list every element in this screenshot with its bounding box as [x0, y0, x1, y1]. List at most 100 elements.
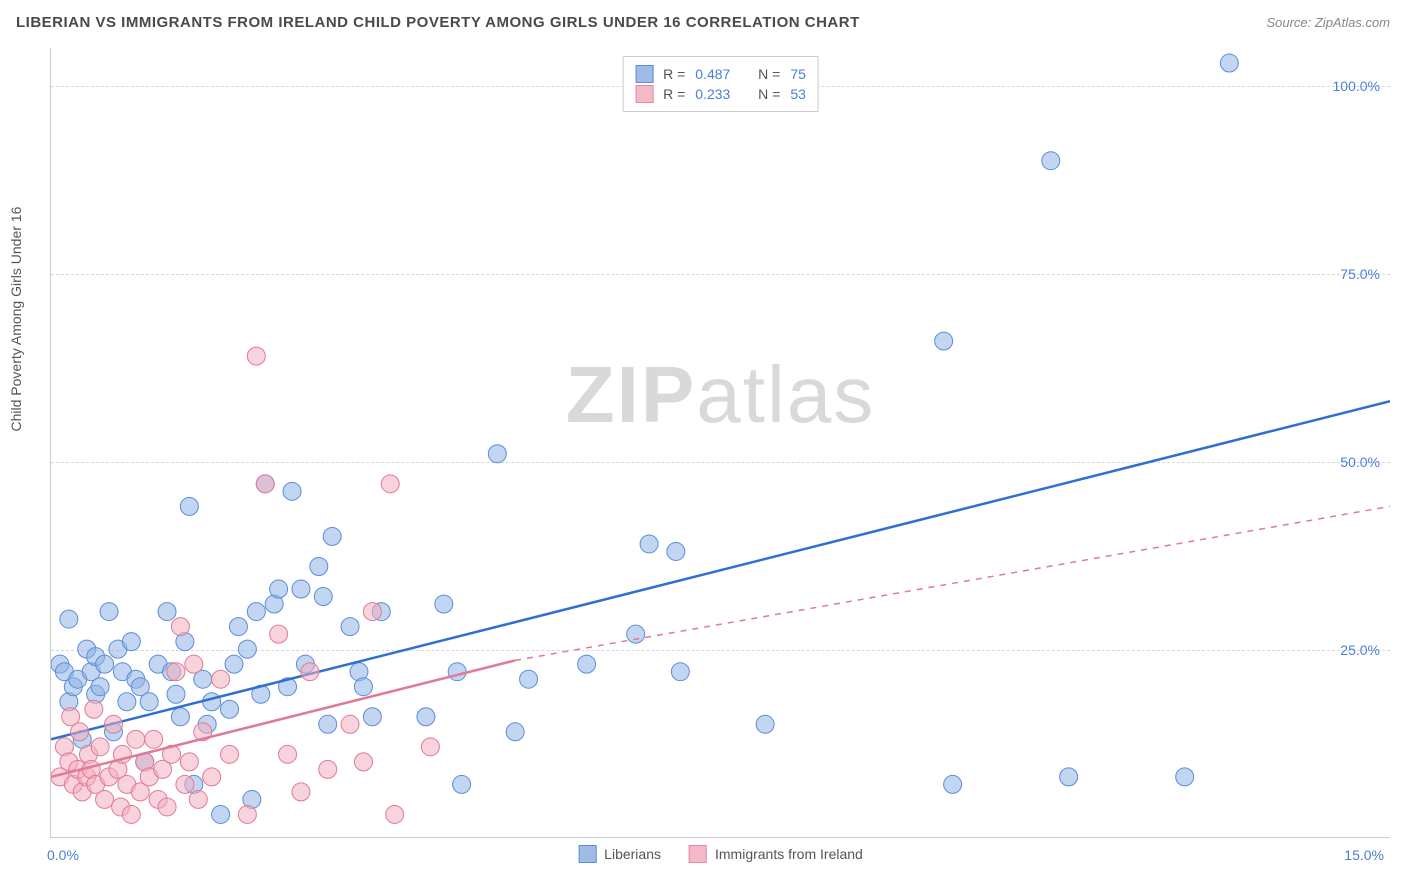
data-point	[238, 805, 256, 823]
data-point	[180, 497, 198, 515]
data-point	[96, 655, 114, 673]
data-point	[341, 715, 359, 733]
data-point	[104, 715, 122, 733]
trend-line	[51, 401, 1390, 739]
data-point	[323, 527, 341, 545]
correlation-stats-box: R = 0.487 N = 75 R = 0.233 N = 53	[622, 56, 819, 112]
data-point	[212, 805, 230, 823]
data-point	[341, 618, 359, 636]
data-point	[506, 723, 524, 741]
data-point	[203, 768, 221, 786]
data-point	[1042, 152, 1060, 170]
data-point	[671, 663, 689, 681]
data-point	[319, 715, 337, 733]
data-point	[100, 603, 118, 621]
source-attribution: Source: ZipAtlas.com	[1266, 15, 1390, 30]
data-point	[1220, 54, 1238, 72]
stats-row-ireland: R = 0.233 N = 53	[635, 85, 806, 103]
data-point	[448, 663, 466, 681]
data-point	[279, 745, 297, 763]
data-point	[203, 693, 221, 711]
n-value-liberians: 75	[790, 66, 806, 82]
scatter-plot-svg	[51, 48, 1390, 837]
data-point	[145, 730, 163, 748]
data-point	[319, 760, 337, 778]
data-point	[91, 738, 109, 756]
chart-plot-area: ZIPatlas 25.0%50.0%75.0%100.0% R = 0.487…	[50, 48, 1390, 838]
data-point	[180, 753, 198, 771]
data-point	[935, 332, 953, 350]
data-point	[270, 580, 288, 598]
data-point	[292, 580, 310, 598]
data-point	[1060, 768, 1078, 786]
data-point	[122, 805, 140, 823]
legend-swatch-ireland	[689, 845, 707, 863]
data-point	[225, 655, 243, 673]
data-point	[256, 475, 274, 493]
data-point	[354, 753, 372, 771]
data-point	[756, 715, 774, 733]
data-point	[158, 798, 176, 816]
data-point	[85, 700, 103, 718]
legend-label-liberians: Liberians	[604, 846, 661, 862]
trend-line-dashed	[515, 506, 1390, 660]
n-label: N =	[758, 66, 780, 82]
data-point	[91, 678, 109, 696]
legend-swatch-liberians	[578, 845, 596, 863]
data-point	[453, 775, 471, 793]
n-value-ireland: 53	[790, 86, 806, 102]
data-point	[667, 542, 685, 560]
data-point	[140, 693, 158, 711]
data-point	[171, 708, 189, 726]
legend: Liberians Immigrants from Ireland	[578, 845, 863, 863]
chart-title: LIBERIAN VS IMMIGRANTS FROM IRELAND CHIL…	[16, 14, 860, 31]
data-point	[171, 618, 189, 636]
data-point	[354, 678, 372, 696]
data-point	[417, 708, 435, 726]
r-value-ireland: 0.233	[695, 86, 730, 102]
data-point	[221, 700, 239, 718]
r-label: R =	[663, 86, 685, 102]
data-point	[578, 655, 596, 673]
data-point	[118, 693, 136, 711]
data-point	[158, 603, 176, 621]
data-point	[229, 618, 247, 636]
data-point	[381, 475, 399, 493]
stats-row-liberians: R = 0.487 N = 75	[635, 65, 806, 83]
swatch-liberians	[635, 65, 653, 83]
data-point	[314, 588, 332, 606]
data-point	[176, 775, 194, 793]
data-point	[221, 745, 239, 763]
data-point	[127, 730, 145, 748]
data-point	[122, 633, 140, 651]
data-point	[185, 655, 203, 673]
data-point	[310, 557, 328, 575]
data-point	[247, 603, 265, 621]
legend-label-ireland: Immigrants from Ireland	[715, 846, 863, 862]
data-point	[627, 625, 645, 643]
legend-item-liberians: Liberians	[578, 845, 661, 863]
data-point	[167, 685, 185, 703]
data-point	[421, 738, 439, 756]
data-point	[71, 723, 89, 741]
n-label: N =	[758, 86, 780, 102]
data-point	[363, 603, 381, 621]
data-point	[247, 347, 265, 365]
legend-item-ireland: Immigrants from Ireland	[689, 845, 863, 863]
data-point	[60, 610, 78, 628]
data-point	[1176, 768, 1194, 786]
data-point	[189, 790, 207, 808]
x-tick-max: 15.0%	[1344, 847, 1384, 863]
data-point	[944, 775, 962, 793]
r-label: R =	[663, 66, 685, 82]
data-point	[238, 640, 256, 658]
data-point	[292, 783, 310, 801]
data-point	[212, 670, 230, 688]
data-point	[283, 482, 301, 500]
swatch-ireland	[635, 85, 653, 103]
data-point	[488, 445, 506, 463]
data-point	[640, 535, 658, 553]
x-tick-min: 0.0%	[47, 847, 79, 863]
data-point	[270, 625, 288, 643]
data-point	[386, 805, 404, 823]
